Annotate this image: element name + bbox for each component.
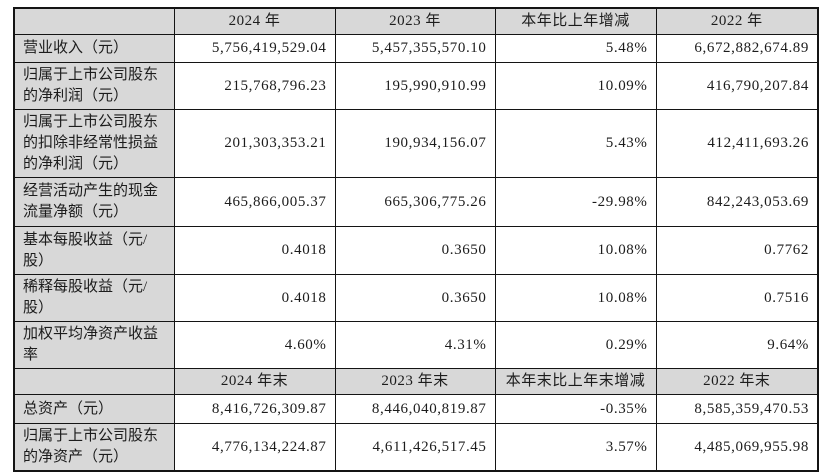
corner-cell [13,368,175,395]
row-label: 归属于上市公司股东的净利润（元） [13,62,175,110]
col-header-2023: 2023 年 [334,7,496,35]
value-2022: 842,243,053.69 [655,177,819,227]
col-header-change-eop: 本年末比上年末增减 [494,368,657,395]
value-2024: 4,776,134,224.87 [173,423,336,472]
col-header-2022: 2022 年 [655,7,819,35]
financial-summary-table: 2024 年 2023 年 本年比上年增减 2022 年 营业收入（元） 5,7… [13,7,819,472]
value-change: 5.48% [494,34,657,63]
value-2022: 4,485,069,955.98 [655,423,819,472]
table-row: 营业收入（元） 5,756,419,529.04 5,457,355,570.1… [13,34,819,63]
value-2022: 8,585,359,470.53 [655,394,819,424]
value-change: -29.98% [494,177,657,227]
value-2024: 4.60% [173,321,336,369]
value-2022: 0.7762 [655,226,819,275]
value-2023: 0.3650 [334,226,496,275]
col-header-2022-eop: 2022 年末 [655,368,819,395]
value-change: 10.09% [494,62,657,110]
row-label: 基本每股收益（元/股） [13,226,175,275]
value-2023: 0.3650 [334,274,496,322]
row-label: 稀释每股收益（元/股） [13,274,175,322]
value-2023: 4.31% [334,321,496,369]
row-label: 加权平均净资产收益率 [13,321,175,369]
value-2024: 5,756,419,529.04 [173,34,336,63]
value-change: 10.08% [494,274,657,322]
value-2023: 8,446,040,819.87 [334,394,496,424]
value-2022: 6,672,882,674.89 [655,34,819,63]
value-2022: 0.7516 [655,274,819,322]
row-label: 归属于上市公司股东的扣除非经常性损益的净利润（元） [13,109,175,178]
row-label: 总资产（元） [13,394,175,424]
value-change: -0.35% [494,394,657,424]
table-row: 总资产（元） 8,416,726,309.87 8,446,040,819.87… [13,394,819,424]
period-header-row: 2024 年 2023 年 本年比上年增减 2022 年 [13,7,819,35]
row-label: 营业收入（元） [13,34,175,63]
table-row: 归属于上市公司股东的净资产（元） 4,776,134,224.87 4,611,… [13,423,819,472]
value-2023: 4,611,426,517.45 [334,423,496,472]
corner-cell [13,7,175,35]
col-header-2023-eop: 2023 年末 [334,368,496,395]
col-header-2024: 2024 年 [173,7,336,35]
value-2023: 195,990,910.99 [334,62,496,110]
value-change: 3.57% [494,423,657,472]
value-2023: 665,306,775.26 [334,177,496,227]
col-header-2024-eop: 2024 年末 [173,368,336,395]
value-2024: 0.4018 [173,226,336,275]
table-row: 基本每股收益（元/股） 0.4018 0.3650 10.08% 0.7762 [13,226,819,275]
eop-header-row: 2024 年末 2023 年末 本年末比上年末增减 2022 年末 [13,368,819,395]
value-2023: 5,457,355,570.10 [334,34,496,63]
table-row: 归属于上市公司股东的扣除非经常性损益的净利润（元） 201,303,353.21… [13,109,819,178]
table-row: 经营活动产生的现金流量净额（元） 465,866,005.37 665,306,… [13,177,819,227]
row-label: 经营活动产生的现金流量净额（元） [13,177,175,227]
table-row: 加权平均净资产收益率 4.60% 4.31% 0.29% 9.64% [13,321,819,369]
table-row: 归属于上市公司股东的净利润（元） 215,768,796.23 195,990,… [13,62,819,110]
value-2022: 412,411,693.26 [655,109,819,178]
value-2024: 8,416,726,309.87 [173,394,336,424]
value-2024: 465,866,005.37 [173,177,336,227]
value-change: 0.29% [494,321,657,369]
value-2023: 190,934,156.07 [334,109,496,178]
row-label: 归属于上市公司股东的净资产（元） [13,423,175,472]
value-2022: 416,790,207.84 [655,62,819,110]
value-2022: 9.64% [655,321,819,369]
col-header-change: 本年比上年增减 [494,7,657,35]
value-2024: 201,303,353.21 [173,109,336,178]
value-2024: 215,768,796.23 [173,62,336,110]
value-change: 5.43% [494,109,657,178]
table-row: 稀释每股收益（元/股） 0.4018 0.3650 10.08% 0.7516 [13,274,819,322]
value-2024: 0.4018 [173,274,336,322]
value-change: 10.08% [494,226,657,275]
